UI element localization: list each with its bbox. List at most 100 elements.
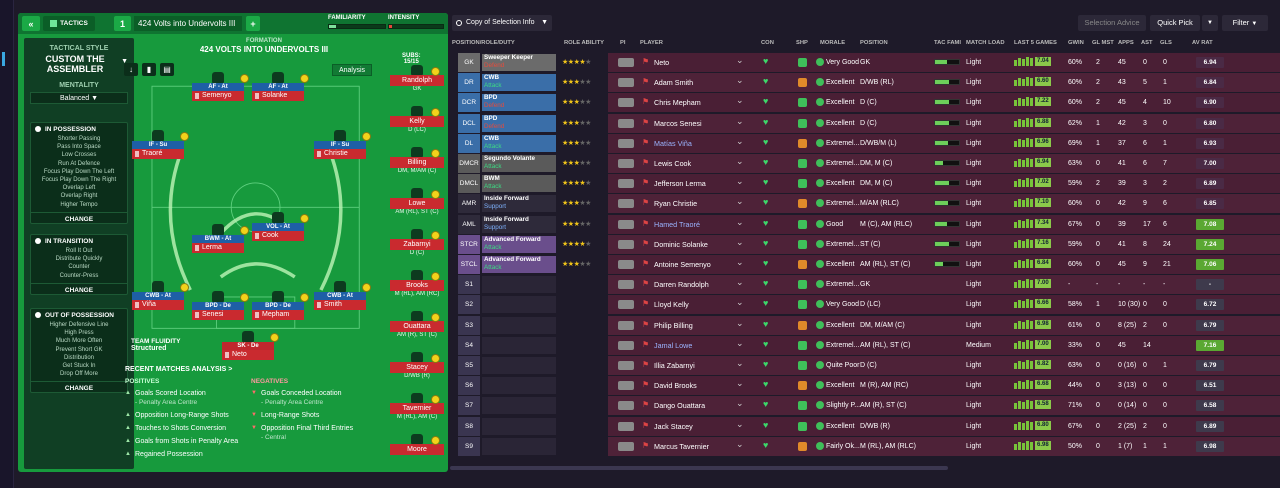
role-duty[interactable]: Advanced Forward Attack bbox=[482, 256, 556, 273]
column-header[interactable]: TAC FAMI bbox=[934, 40, 961, 46]
player-name[interactable]: Marcos Senesi bbox=[654, 118, 702, 128]
player-instructions-icon[interactable] bbox=[618, 179, 634, 189]
table-row[interactable]: AMR Inside Forward Support ★★★★★ ⚑ Ryan Chris… bbox=[450, 194, 1280, 214]
column-header[interactable]: ROLE ABILITY bbox=[564, 40, 605, 46]
selection-advice-button[interactable]: Selection Advice bbox=[1078, 15, 1146, 31]
table-row[interactable]: S8 ⚑ Jack Stacey ⌄ ♥ Excellent D/WB (R) Light 6.… bbox=[450, 416, 1280, 436]
table-row[interactable]: DL CWB Attack ★★★★★ ⚑ Matías Viña ⌄ ♥ Extremel..… bbox=[450, 133, 1280, 153]
sub-player[interactable]: Tavernier M (RL), AM (C) bbox=[390, 393, 444, 420]
role-duty[interactable]: Advanced Forward Attack bbox=[482, 235, 556, 253]
stats-icon[interactable]: ▮ bbox=[142, 63, 156, 76]
column-header[interactable]: APPS bbox=[1118, 40, 1134, 46]
player-chevron-icon[interactable]: ⌄ bbox=[736, 378, 744, 389]
player-instructions-icon[interactable] bbox=[618, 340, 634, 350]
player-instructions-icon[interactable] bbox=[618, 138, 634, 148]
role-duty[interactable]: BPD Defend bbox=[482, 94, 556, 112]
player-name[interactable]: Lloyd Kelly bbox=[654, 300, 689, 310]
player-chevron-icon[interactable]: ⌄ bbox=[736, 317, 744, 328]
analysis-button[interactable]: Analysis bbox=[332, 64, 372, 76]
role-duty[interactable]: CWB Attack bbox=[482, 134, 556, 152]
player-chevron-icon[interactable]: ⌄ bbox=[736, 135, 744, 146]
player-name[interactable]: Philip Billing bbox=[654, 320, 693, 330]
player-instructions-icon[interactable] bbox=[618, 280, 634, 290]
pitch-player[interactable]: IF - Su Christie bbox=[314, 130, 366, 159]
player-instructions-icon[interactable] bbox=[618, 199, 634, 209]
sub-player[interactable]: Kelly D (LC) bbox=[390, 106, 444, 133]
pitch-player[interactable]: AF - At Semenyo bbox=[192, 72, 244, 101]
table-row[interactable]: S1 ⚑ Darren Randolph ⌄ ♥ Extremel... GK Light 7.… bbox=[450, 275, 1280, 295]
player-name[interactable]: Dominic Solanke bbox=[654, 239, 708, 249]
player-instructions-icon[interactable] bbox=[618, 239, 634, 249]
player-name[interactable]: Adam Smith bbox=[654, 78, 694, 88]
player-instructions-icon[interactable] bbox=[618, 421, 634, 431]
pitch-player[interactable]: VOL - At Cook bbox=[252, 212, 304, 241]
info-icon[interactable]: ▤ bbox=[160, 63, 174, 76]
player-instructions-icon[interactable] bbox=[618, 98, 634, 108]
player-instructions-icon[interactable] bbox=[618, 441, 634, 451]
quick-pick-chevron-icon[interactable]: ▼ bbox=[1202, 15, 1218, 31]
tactic-name-select[interactable]: 424 Volts into Undervolts III bbox=[134, 16, 242, 31]
player-chevron-icon[interactable]: ⌄ bbox=[736, 95, 744, 106]
column-header[interactable]: POSITION/ROLE/DUTY bbox=[452, 40, 515, 46]
tactic-slot[interactable]: 1 bbox=[114, 16, 131, 31]
sub-player[interactable]: Ouattara AM (R), ST (C) bbox=[390, 311, 444, 338]
pitch-player[interactable]: BPD - De Mepham bbox=[252, 291, 304, 320]
add-tactic-button[interactable]: + bbox=[246, 16, 260, 31]
role-duty[interactable]: Segundo Volante Attack bbox=[482, 155, 556, 172]
pitch-player[interactable]: BWM - At Lerma bbox=[192, 224, 244, 253]
role-duty[interactable]: Inside Forward Support bbox=[482, 195, 556, 213]
player-name[interactable]: Dango Ouattara bbox=[654, 401, 706, 411]
player-instructions-icon[interactable] bbox=[618, 320, 634, 330]
table-row[interactable]: S9 ⚑ Marcus Tavernier ⌄ ♥ Fairly Ok... M (RL),… bbox=[450, 436, 1280, 456]
table-row[interactable]: S3 ⚑ Philip Billing ⌄ ♥ Excellent DM, M/AM (C)… bbox=[450, 315, 1280, 335]
table-row[interactable]: STCR Advanced Forward Attack ★★★★★ ⚑ Dominic … bbox=[450, 234, 1280, 254]
player-instructions-icon[interactable] bbox=[618, 58, 634, 67]
player-name[interactable]: Jack Stacey bbox=[654, 421, 693, 431]
role-duty[interactable]: Sweeper Keeper Defend bbox=[482, 54, 556, 71]
table-row[interactable]: DCL BPD Defend ★★★★★ ⚑ Marcos Senesi ⌄ ♥ Excelle… bbox=[450, 113, 1280, 133]
player-chevron-icon[interactable]: ⌄ bbox=[736, 156, 744, 166]
player-chevron-icon[interactable]: ⌄ bbox=[736, 196, 744, 207]
sub-player[interactable]: Lowe AM (RL), ST (C) bbox=[390, 188, 444, 215]
table-row[interactable]: S6 ⚑ David Brooks ⌄ ♥ Excellent M (R), AM (RC)… bbox=[450, 376, 1280, 396]
in-transition-change-button[interactable]: CHANGE bbox=[31, 282, 127, 294]
pitch-player[interactable]: CWB - At Smith bbox=[314, 281, 366, 310]
table-row[interactable]: DMCR Segundo Volante Attack ★★★★★ ⚑ Lewis Coo… bbox=[450, 154, 1280, 173]
player-name[interactable]: Marcus Tavernier bbox=[654, 441, 709, 451]
table-row[interactable]: S7 ⚑ Dango Ouattara ⌄ ♥ Slightly P... AM (R), … bbox=[450, 396, 1280, 416]
in-possession-change-button[interactable]: CHANGE bbox=[31, 211, 127, 223]
table-row[interactable]: AML Inside Forward Support ★★★★★ ⚑ Hamed Trao… bbox=[450, 214, 1280, 234]
player-chevron-icon[interactable]: ⌄ bbox=[736, 418, 744, 429]
table-row[interactable]: DMCL BWM Attack ★★★★★ ⚑ Jefferson Lerma ⌄ ♥ Exce… bbox=[450, 174, 1280, 194]
player-instructions-icon[interactable] bbox=[618, 381, 634, 391]
column-header[interactable]: GL MST bbox=[1092, 40, 1114, 46]
role-duty[interactable]: BPD Defend bbox=[482, 114, 556, 132]
back-button[interactable]: « bbox=[22, 16, 40, 31]
player-name[interactable]: Illia Zabarnyi bbox=[654, 361, 695, 370]
player-name[interactable]: Matías Viña bbox=[654, 138, 692, 148]
table-row[interactable]: S5 ⚑ Illia Zabarnyi ⌄ ♥ Quite Poor D (C) Light 6… bbox=[450, 356, 1280, 375]
player-chevron-icon[interactable]: ⌄ bbox=[736, 337, 744, 348]
role-duty[interactable]: CWB Attack bbox=[482, 74, 556, 92]
column-header[interactable]: GWIN bbox=[1068, 40, 1084, 46]
table-row[interactable]: S2 ⚑ Lloyd Kelly ⌄ ♥ Very Good D (LC) Light 6.66… bbox=[450, 295, 1280, 315]
player-chevron-icon[interactable]: ⌄ bbox=[736, 176, 744, 187]
player-name[interactable]: Darren Randolph bbox=[654, 280, 709, 290]
player-instructions-icon[interactable] bbox=[618, 219, 634, 229]
player-instructions-icon[interactable] bbox=[618, 260, 634, 269]
player-chevron-icon[interactable]: ⌄ bbox=[736, 75, 744, 86]
sub-player[interactable]: Randolph GK bbox=[390, 65, 444, 92]
player-name[interactable]: Neto bbox=[654, 58, 670, 67]
column-header[interactable]: AV RAT bbox=[1192, 40, 1213, 46]
table-row[interactable]: GK Sweeper Keeper Defend ★★★★★ ⚑ Neto ⌄ ♥ Very G… bbox=[450, 53, 1280, 72]
player-chevron-icon[interactable]: ⌄ bbox=[736, 115, 744, 126]
player-chevron-icon[interactable]: ⌄ bbox=[736, 297, 744, 308]
tactics-tab[interactable]: TACTICS bbox=[43, 16, 95, 31]
player-instructions-icon[interactable] bbox=[618, 300, 634, 310]
filter-button[interactable]: Filter ▼ bbox=[1222, 15, 1268, 31]
player-chevron-icon[interactable]: ⌄ bbox=[736, 257, 744, 267]
column-header[interactable]: POSITION bbox=[860, 40, 888, 46]
column-header[interactable]: AST bbox=[1141, 40, 1153, 46]
pitch-player[interactable]: IF - Su Traoré bbox=[132, 130, 184, 159]
player-name[interactable]: Antoine Semenyo bbox=[654, 260, 711, 269]
